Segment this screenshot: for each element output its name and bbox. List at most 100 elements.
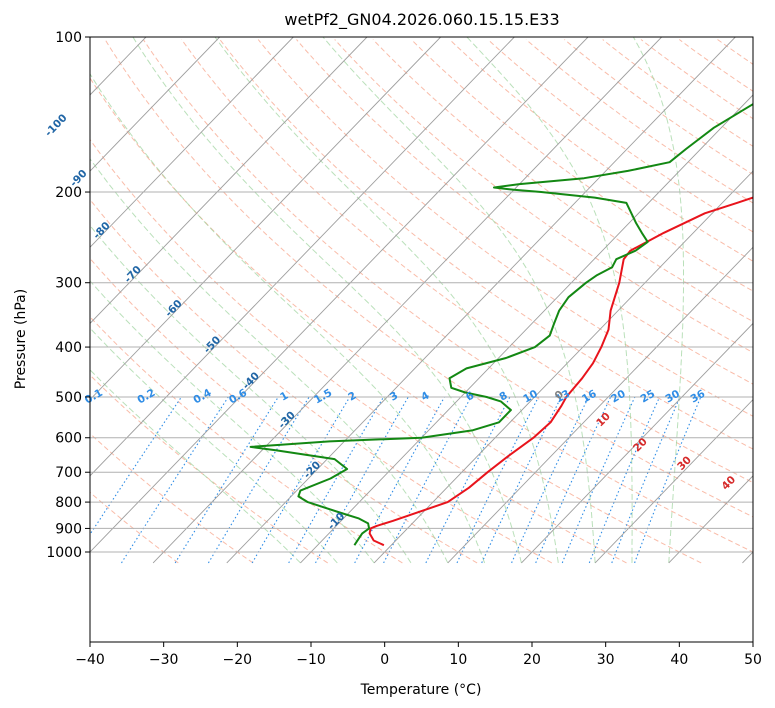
dry-adiabat [90, 77, 702, 564]
moist-adiabat [90, 280, 375, 564]
axis-ticks: −40 −30 −20 −10 0 10 20 30 40 50 100 200 300 400 500 60… [46, 30, 762, 668]
mixing-ratio-label: 20 [609, 388, 628, 406]
moist-adiabat [90, 327, 338, 564]
moist-adiabat [90, 224, 412, 564]
theta-label: 30 [675, 454, 694, 473]
mixing-ratio-label: 10 [521, 388, 540, 406]
dry-adiabat [90, 374, 328, 564]
mixing-ratio-label: 25 [638, 388, 657, 406]
dry-adiabat [257, 39, 753, 417]
y-tick-label: 400 [55, 340, 82, 356]
x-tick-label: −20 [223, 652, 253, 668]
temperature-profile-line [368, 196, 753, 547]
y-axis-label: Pressure (hPa) [13, 289, 29, 389]
dewpoint-profile-line [249, 102, 753, 546]
dry-adiabat [104, 39, 753, 553]
x-tick-label: −30 [149, 652, 179, 668]
y-tick-label: 900 [55, 521, 82, 537]
moist-adiabat [466, 37, 633, 563]
moist-adiabat [322, 37, 596, 563]
mixing-ratio-line [383, 396, 472, 564]
dry-adiabat [525, 39, 753, 204]
chart-series [249, 102, 753, 547]
dry-adiabat [296, 39, 753, 385]
moist-adiabat [90, 158, 449, 564]
mixing-ratio-label: 1.5 [312, 387, 334, 407]
y-tick-label: 800 [55, 495, 82, 511]
isotherm [594, 398, 753, 564]
isotherm [521, 322, 753, 564]
mixing-ratio-line [481, 396, 562, 564]
x-tick-label: 10 [449, 652, 467, 668]
y-tick-label: 600 [55, 431, 82, 447]
dry-adiabat [219, 39, 753, 450]
dry-adiabat [181, 39, 753, 484]
y-tick-label: 300 [55, 276, 82, 292]
moist-adiabat [90, 369, 301, 564]
mixing-ratio-line [588, 396, 661, 564]
mixing-ratio-line [535, 396, 612, 564]
isotherm [226, 37, 736, 564]
mixing-ratio-line [611, 396, 681, 564]
moist-adiabat [214, 37, 559, 563]
moist-adiabat [132, 37, 522, 563]
isotherm [742, 551, 753, 564]
dry-adiabat [372, 39, 753, 323]
dry-adiabat [334, 39, 753, 354]
mixing-ratio-label: 0.2 [135, 387, 157, 407]
chart-title: wetPf2_GN04.2026.060.15.15.E33 [284, 10, 559, 30]
mixing-ratio-label: 0.4 [191, 387, 213, 407]
dry-adiabat [90, 198, 553, 564]
mixing-ratio-line [251, 396, 351, 564]
isotherm [90, 37, 220, 172]
dry-adiabat [142, 39, 753, 518]
mixing-ratio-label: 16 [580, 388, 599, 406]
y-tick-label: 500 [55, 390, 82, 406]
moist-adiabat [632, 37, 684, 563]
dry-adiabat [449, 39, 753, 262]
theta-label: 10 [594, 410, 613, 429]
y-tick-label: 100 [55, 30, 82, 46]
isotherm [152, 37, 662, 564]
x-axis-label: Temperature (°C) [360, 682, 482, 698]
x-tick-label: 50 [744, 652, 762, 668]
isotherm [300, 94, 753, 564]
isotherm-label: -50 [201, 334, 223, 356]
x-tick-label: 40 [670, 652, 688, 668]
isotherm [90, 37, 515, 477]
isotherm [90, 37, 368, 325]
mixing-ratio-line [288, 396, 384, 564]
x-tick-label: −40 [75, 652, 105, 668]
dry-adiabat [90, 138, 627, 564]
y-tick-label: 200 [55, 185, 82, 201]
theta-label: 20 [631, 436, 650, 455]
dry-adiabat [90, 432, 254, 564]
mixing-ratio-line [90, 396, 182, 536]
theta-label: 40 [719, 474, 738, 493]
dry-adiabat [756, 40, 775, 563]
mixing-ratio-line [174, 396, 279, 564]
chart-background-lines [90, 37, 775, 564]
isotherm [447, 246, 753, 564]
dry-adiabat [640, 39, 753, 120]
x-tick-label: 0 [380, 652, 389, 668]
mixing-ratio-line [354, 396, 445, 564]
y-tick-label: 700 [55, 465, 82, 481]
y-tick-label: 1000 [46, 545, 82, 561]
mixing-ratio-line [207, 396, 310, 564]
plot-frame [89, 36, 754, 643]
x-tick-label: 20 [523, 652, 541, 668]
isotherm [90, 37, 589, 553]
mixing-ratio-line [511, 396, 589, 564]
dry-adiabat [90, 257, 478, 564]
isotherm [90, 37, 294, 248]
dry-adiabat [602, 39, 753, 147]
mixing-ratio-line [121, 396, 229, 564]
moist-adiabat [90, 72, 486, 564]
isotherm [90, 37, 441, 401]
x-tick-label: −10 [296, 652, 326, 668]
isotherm-label: -100 [43, 112, 70, 139]
isotherm-label: -30 [276, 409, 298, 431]
isotherm-label: -60 [163, 298, 185, 320]
